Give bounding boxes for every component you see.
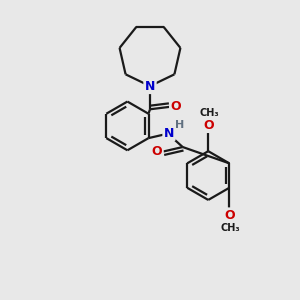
Text: O: O xyxy=(170,100,181,113)
Text: N: N xyxy=(145,80,155,93)
Text: O: O xyxy=(203,118,214,131)
Text: CH₃: CH₃ xyxy=(220,223,240,233)
Text: N: N xyxy=(164,127,174,140)
Text: CH₃: CH₃ xyxy=(199,108,219,118)
Text: O: O xyxy=(152,145,162,158)
Text: H: H xyxy=(175,120,184,130)
Text: O: O xyxy=(224,209,235,222)
